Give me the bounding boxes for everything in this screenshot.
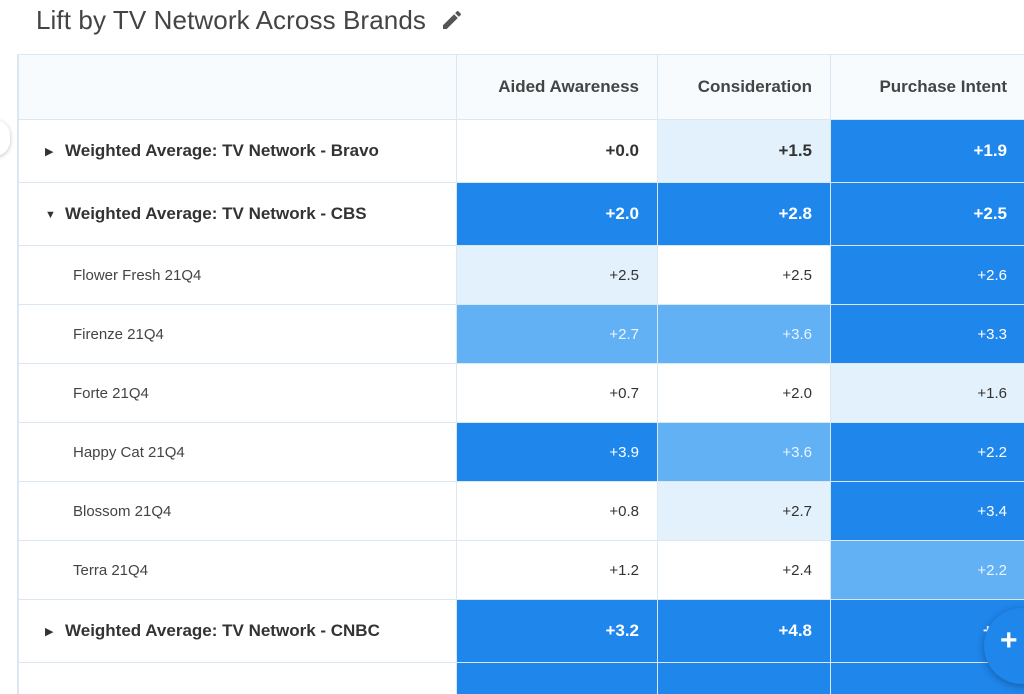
value-cell: +2.5 <box>456 245 658 305</box>
corner-header <box>18 54 457 120</box>
page-title: Lift by TV Network Across Brands <box>36 4 426 35</box>
value-cell: +3.4 <box>830 481 1024 541</box>
table-row: Happy Cat 21Q4 +3.9 +3.6 +2.2 <box>18 422 1024 482</box>
value-cell: +3.2 <box>456 599 658 663</box>
brand-label-cell: Happy Cat 21Q4 <box>18 422 457 482</box>
value-cell: +1.6 <box>830 363 1024 423</box>
value-cell: +2.7 <box>456 304 658 364</box>
value-cell <box>456 662 658 694</box>
value-cell: +3.9 <box>456 422 658 482</box>
table-row: Flower Fresh 21Q4 +2.5 +2.5 +2.6 <box>18 245 1024 305</box>
brand-label-cell: Terra 21Q4 <box>18 540 457 600</box>
value-cell: +2.5 <box>830 182 1024 246</box>
group-row[interactable] <box>18 662 1024 694</box>
value-cell <box>830 662 1024 694</box>
value-cell: +1.2 <box>456 540 658 600</box>
row-label: Happy Cat 21Q4 <box>73 443 185 461</box>
value-cell: +3.6 <box>657 422 831 482</box>
pencil-icon[interactable] <box>440 8 464 32</box>
group-row[interactable]: ▶ Weighted Average: TV Network - Bravo +0.… <box>18 119 1024 183</box>
value-cell: +2.0 <box>657 363 831 423</box>
title-bar: Lift by TV Network Across Brands <box>36 0 464 40</box>
row-label: Terra 21Q4 <box>73 561 149 579</box>
caret-right-icon[interactable]: ▶ <box>45 626 54 639</box>
row-label: Weighted Average: TV Network - Bravo <box>65 141 379 160</box>
value-cell: +3.3 <box>830 304 1024 364</box>
caret-down-icon[interactable]: ▼ <box>45 208 56 221</box>
brand-label-cell: Flower Fresh 21Q4 <box>18 245 457 305</box>
value-cell: +1.5 <box>657 119 831 183</box>
column-header-aided-awareness[interactable]: Aided Awareness <box>456 54 658 120</box>
value-cell: +2.4 <box>657 540 831 600</box>
caret-right-icon[interactable]: ▶ <box>45 146 54 159</box>
value-cell: +1.9 <box>830 119 1024 183</box>
lift-table-container: Aided Awareness Consideration Purchase I… <box>17 54 1024 694</box>
value-cell: +2.7 <box>657 481 831 541</box>
brand-label-cell: Firenze 21Q4 <box>18 304 457 364</box>
value-cell: +2.0 <box>456 182 658 246</box>
value-cell: +2.6 <box>830 245 1024 305</box>
side-panel-toggle[interactable] <box>0 120 10 156</box>
brand-label-cell: Blossom 21Q4 <box>18 481 457 541</box>
group-row[interactable]: ▶ Weighted Average: TV Network - CNBC +3.2… <box>18 599 1024 663</box>
value-cell: +2.2 <box>830 540 1024 600</box>
group-label-cell <box>18 662 457 694</box>
value-cell: +0.7 <box>456 363 658 423</box>
row-label: Blossom 21Q4 <box>73 502 172 520</box>
row-label: Forte 21Q4 <box>73 384 149 402</box>
group-row[interactable]: ▼ Weighted Average: TV Network - CBS +2.0 +… <box>18 182 1024 246</box>
table-row: Blossom 21Q4 +0.8 +2.7 +3.4 <box>18 481 1024 541</box>
value-cell: +3.6 <box>657 304 831 364</box>
header-row: Aided Awareness Consideration Purchase I… <box>18 54 1024 120</box>
value-cell: +2.2 <box>830 422 1024 482</box>
group-label-cell: ▼ Weighted Average: TV Network - CBS <box>18 182 457 246</box>
column-header-consideration[interactable]: Consideration <box>657 54 831 120</box>
brand-label-cell: Forte 21Q4 <box>18 363 457 423</box>
group-label-cell: ▶ Weighted Average: TV Network - CNBC <box>18 599 457 663</box>
table-row: Terra 21Q4 +1.2 +2.4 +2.2 <box>18 540 1024 600</box>
row-label: Weighted Average: TV Network - CNBC <box>65 621 380 640</box>
value-cell: +0.0 <box>456 119 658 183</box>
value-cell <box>657 662 831 694</box>
lift-table: Aided Awareness Consideration Purchase I… <box>18 54 1024 694</box>
value-cell: +4.8 <box>657 599 831 663</box>
plus-icon: + <box>1000 624 1018 657</box>
table-row: Firenze 21Q4 +2.7 +3.6 +3.3 <box>18 304 1024 364</box>
group-label-cell: ▶ Weighted Average: TV Network - Bravo <box>18 119 457 183</box>
row-label: Firenze 21Q4 <box>73 325 164 343</box>
table-row: Forte 21Q4 +0.7 +2.0 +1.6 <box>18 363 1024 423</box>
column-header-purchase-intent[interactable]: Purchase Intent <box>830 54 1024 120</box>
row-label: Weighted Average: TV Network - CBS <box>65 204 367 223</box>
value-cell: +0.8 <box>456 481 658 541</box>
value-cell: +2.8 <box>657 182 831 246</box>
row-label: Flower Fresh 21Q4 <box>73 266 202 284</box>
value-cell: +2.5 <box>657 245 831 305</box>
